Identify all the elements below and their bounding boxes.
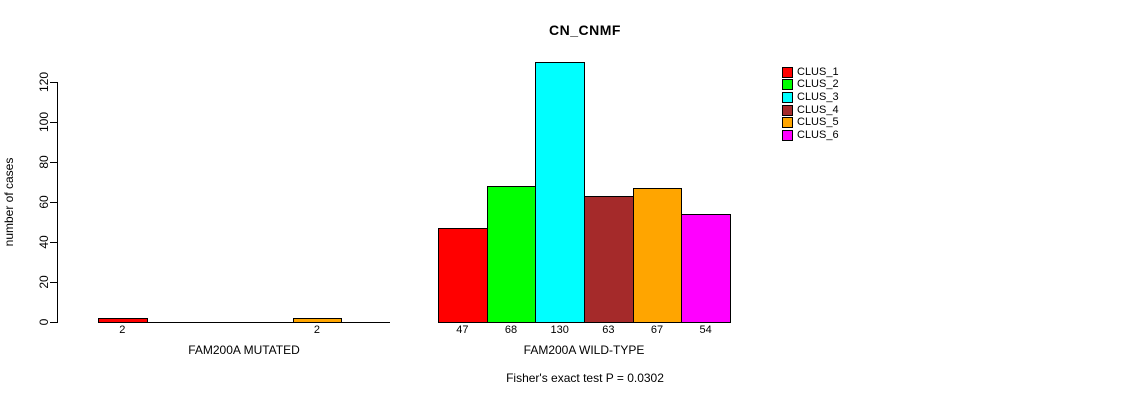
group-label-mutated: FAM200A MUTATED	[188, 343, 300, 357]
legend-item-clus_4: CLUS_4	[782, 104, 839, 117]
legend: CLUS_1 CLUS_2 CLUS_3 CLUS_4 CLUS_5 CLUS_6	[782, 66, 839, 142]
bar-value-label: 54	[699, 324, 712, 336]
y-tick-label: 120	[37, 71, 51, 93]
bar-value-label: 130	[550, 324, 569, 336]
legend-label: CLUS_4	[797, 103, 839, 116]
legend-swatch-clus_2	[782, 79, 793, 91]
bar-value-label: 63	[602, 324, 615, 336]
legend-item-clus_5: CLUS_5	[782, 116, 839, 129]
legend-item-clus_2: CLUS_2	[782, 79, 839, 92]
legend-swatch-clus_1	[782, 66, 793, 78]
y-tick-label: 60	[37, 195, 51, 209]
bar-clus_3-wildtype	[535, 62, 585, 323]
y-tick-mark	[50, 82, 57, 83]
bar-clus_6-wildtype	[681, 214, 731, 323]
fisher-annotation: Fisher's exact test P = 0.0302	[506, 371, 664, 385]
y-axis-line	[57, 82, 58, 323]
y-tick-label: 0	[37, 318, 51, 326]
y-tick-mark	[50, 242, 57, 243]
y-tick-mark	[50, 162, 57, 163]
bar-value-label: 2	[119, 324, 126, 336]
legend-label: CLUS_6	[797, 128, 839, 141]
bar-value-label: 68	[504, 324, 518, 336]
legend-swatch-clus_5	[782, 117, 793, 129]
legend-swatch-clus_4	[782, 104, 793, 116]
bar-value-label: 47	[456, 324, 469, 336]
legend-swatch-clus_6	[782, 129, 793, 141]
chart-title: CN_CNMF	[549, 22, 621, 38]
group-baseline	[98, 322, 390, 323]
legend-item-clus_1: CLUS_1	[782, 66, 839, 79]
legend-item-clus_3: CLUS_3	[782, 91, 839, 104]
legend-item-clus_6: CLUS_6	[782, 129, 839, 142]
group-label-wildtype: FAM200A WILD-TYPE	[523, 343, 645, 357]
bar-clus_5-wildtype	[632, 188, 683, 323]
legend-swatch-clus_3	[782, 91, 793, 103]
bar-value-label: 2	[313, 324, 321, 336]
bar-clus_1-mutated	[98, 318, 148, 323]
legend-label: CLUS_3	[797, 90, 839, 103]
bar-clus_1-wildtype	[438, 228, 488, 323]
bar-clus_2-wildtype	[486, 186, 537, 323]
y-tick-label: 100	[37, 111, 51, 133]
legend-label: CLUS_2	[797, 78, 839, 91]
legend-label: CLUS_1	[797, 65, 839, 78]
y-tick-mark	[50, 282, 57, 283]
bar-clus_4-wildtype	[584, 196, 634, 323]
bar-clus_5-mutated	[292, 318, 343, 323]
y-tick-mark	[50, 322, 57, 323]
y-tick-label: 40	[37, 235, 51, 249]
y-tick-label: 80	[37, 155, 51, 169]
y-tick-label: 20	[37, 275, 51, 289]
y-axis-label: number of cases	[2, 157, 16, 247]
y-tick-mark	[50, 202, 57, 203]
legend-label: CLUS_5	[797, 116, 839, 129]
bar-value-label: 67	[650, 324, 664, 336]
y-tick-mark	[50, 122, 57, 123]
